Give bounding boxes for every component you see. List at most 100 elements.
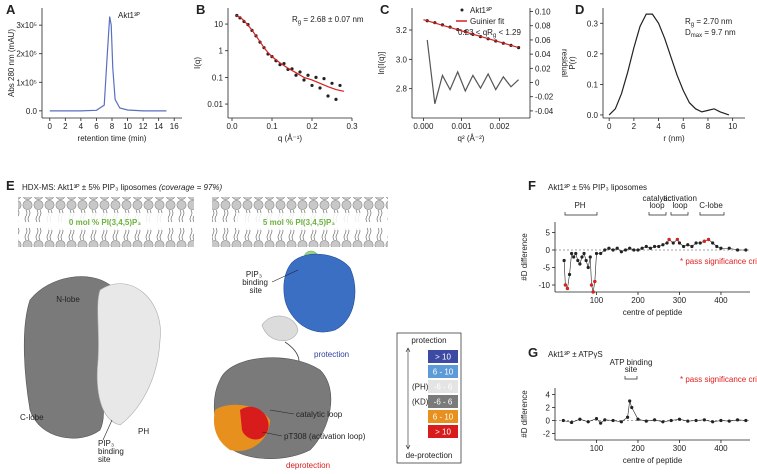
legend-group: (KD): [412, 398, 429, 407]
region-bracket: [564, 212, 598, 216]
data-point: [628, 399, 632, 403]
data-point: [711, 420, 715, 424]
series-line: [235, 14, 345, 92]
data-point: [561, 418, 565, 423]
x-tick-label: 0.002: [490, 122, 511, 131]
data-point: [632, 248, 636, 252]
y-axis-label: #D difference: [520, 390, 529, 438]
legend-swatch: [428, 380, 458, 393]
text: = 9.7 nm: [702, 28, 736, 37]
data-point: [302, 78, 306, 82]
panel-label: C: [380, 2, 390, 17]
legend-arrowhead: [405, 347, 411, 450]
data-point: [644, 419, 648, 423]
legend-label: > 10: [435, 428, 451, 437]
x-tick-label: 0: [607, 122, 612, 131]
data-point: [338, 83, 342, 88]
note: (coverage = 97%): [159, 183, 223, 192]
data-point: [690, 244, 694, 249]
data-point: [563, 283, 567, 287]
series-label: Akt1³ᴾ: [118, 11, 141, 20]
region-label: catalytic loop: [296, 410, 343, 419]
panel-label: E: [6, 178, 15, 193]
x-tick-label: 10: [123, 122, 132, 131]
data-point: [677, 241, 682, 245]
data-point: [334, 97, 338, 101]
legend-swatch: [428, 410, 458, 423]
data-point: [706, 237, 711, 242]
legend-label: Akt1³ᴾ: [470, 6, 493, 15]
data-point: [306, 73, 310, 77]
region-label: site: [625, 365, 638, 374]
data-point: [615, 246, 619, 250]
data-point: [630, 405, 634, 410]
legend-label: -6 - 6: [434, 398, 453, 407]
data-point: [735, 248, 740, 252]
data-point: [661, 243, 665, 247]
data-point: [611, 418, 615, 423]
membrane-label: 0 mol % PI(3,4,5)P₃: [69, 218, 141, 227]
data-point: [715, 244, 719, 249]
panel-title: HDX-MS: Akt1³ᴾ ± 5% PIP₃ liposomes (cove…: [22, 183, 223, 192]
data-point: [619, 250, 623, 254]
domain-label: PH: [138, 427, 149, 436]
data-point: [584, 258, 588, 263]
y-tick-label: 0.1: [587, 80, 599, 89]
x-axis-label: q (Å⁻¹): [278, 134, 303, 143]
y-axis-label: #D difference: [520, 233, 529, 281]
protein-ph-domain: [96, 283, 161, 426]
panel-label: A: [6, 2, 16, 17]
data-point: [582, 251, 586, 256]
y-tick-label: 1: [219, 47, 224, 56]
data-point: [607, 246, 611, 250]
x-tick-label: 2: [632, 122, 637, 131]
legend: * pass significance criteria: [680, 375, 757, 384]
data-point: [727, 419, 731, 423]
region-bracket: [624, 376, 638, 380]
legend-marker: [460, 8, 464, 12]
y-tick-label: 0.1: [212, 73, 224, 82]
data-point: [589, 283, 594, 287]
data-point: [567, 272, 572, 277]
y-axis-label: ln[I(q)]: [377, 52, 386, 75]
data-point: [698, 241, 702, 245]
data-point: [619, 420, 623, 424]
y2-tick-label: 0.10: [535, 8, 551, 17]
data-point: [591, 290, 595, 294]
data-point: [310, 83, 314, 88]
pointer: [271, 269, 299, 283]
data-point: [580, 255, 584, 259]
y-tick-label: 0.0: [587, 111, 599, 120]
text: 0.23 < qR: [458, 28, 493, 37]
region-label: C-lobe: [699, 201, 723, 210]
x-tick-label: 6: [681, 122, 686, 131]
x-tick-label: 0.001: [451, 122, 472, 131]
label-box: [42, 213, 168, 230]
data-point: [318, 86, 322, 90]
data-point: [640, 246, 644, 250]
x-tick-label: 200: [631, 296, 645, 305]
y-tick-label: 3x10⁵: [16, 21, 37, 30]
y-tick-label: -10: [538, 281, 550, 290]
data-point: [593, 279, 597, 284]
x-axis-label: q² (Å⁻²): [458, 134, 485, 143]
site-label: binding: [98, 447, 124, 456]
data-point: [330, 81, 334, 85]
data-point: [694, 418, 698, 423]
region-label: ATP binding: [610, 358, 653, 367]
data-point: [686, 419, 690, 423]
legend: protection de-protection > 10 6 - 10 -6 - …: [396, 332, 462, 464]
region-bracket: [699, 212, 725, 216]
legend-label: > 10: [435, 353, 451, 362]
region-label: catalytic: [643, 194, 672, 203]
data-point: [694, 241, 698, 245]
data-point: [599, 251, 603, 256]
y-axis-label: P(r): [568, 56, 577, 70]
panel-label: G: [528, 345, 538, 360]
site-label: site: [98, 455, 111, 464]
dmax-annotation: Dmax = 9.7 nm: [685, 28, 736, 39]
x-tick-label: 0.2: [306, 122, 318, 131]
x-tick-label: 16: [170, 122, 179, 131]
region-label: pT308 (activation loop): [284, 432, 366, 441]
